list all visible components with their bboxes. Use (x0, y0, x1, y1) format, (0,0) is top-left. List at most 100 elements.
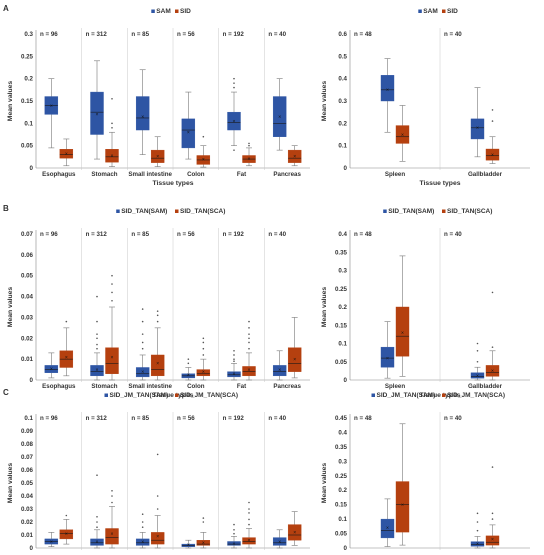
outlier-point (491, 109, 494, 111)
mean-marker: × (202, 369, 205, 375)
x-tick-label: Pancreas (273, 383, 301, 390)
y-tick-label: 0.15 (21, 98, 34, 105)
mean-marker: × (50, 539, 53, 545)
y-tick-label: 0.04 (21, 294, 34, 301)
y-tick-label: 0.1 (24, 415, 33, 422)
box (485, 535, 500, 546)
y-tick-label: 0.1 (338, 341, 347, 348)
mean-marker: × (476, 541, 479, 547)
sample-size-label: n = 40 (444, 31, 462, 38)
sample-size-label: n = 48 (354, 31, 372, 38)
mean-marker: × (491, 537, 494, 543)
legend-entry: SID_TAN(SCA) (447, 208, 492, 215)
box (150, 149, 165, 163)
box (380, 346, 395, 368)
y-tick-label: 0.1 (338, 516, 347, 523)
box (287, 347, 302, 372)
panel-letter: C (3, 388, 9, 397)
legend-swatch (151, 9, 155, 13)
outlier-point (111, 122, 113, 125)
outlier-point (156, 314, 159, 317)
y-tick-label: 0.04 (21, 493, 34, 500)
box (242, 366, 256, 377)
outlier-point (141, 308, 144, 310)
outlier-point (111, 291, 113, 294)
mean-marker: × (278, 539, 281, 545)
mean-marker: × (156, 154, 159, 160)
legend-swatch (442, 209, 446, 213)
legend-entry: SID (180, 8, 191, 15)
outlier-point (491, 518, 494, 520)
mean-marker: × (202, 157, 205, 163)
outlier-point (491, 466, 494, 468)
legend-entry: SAM (423, 8, 437, 15)
outlier-point (248, 341, 250, 344)
y-tick-label: 0.2 (338, 304, 347, 311)
outlier-point (187, 358, 190, 360)
outlier-point (156, 495, 159, 497)
outlier-point (491, 291, 494, 294)
box (227, 111, 241, 131)
mean-marker: × (96, 367, 99, 373)
box (196, 369, 211, 377)
y-axis-label: Mean values (7, 463, 14, 504)
outlier-point (96, 526, 98, 528)
mean-marker: × (233, 541, 236, 547)
outlier-point (202, 517, 205, 519)
mean-marker: × (476, 126, 479, 132)
box (470, 541, 485, 547)
x-tick-label: Colon (187, 383, 205, 390)
box (150, 354, 165, 377)
outlier-point (202, 135, 205, 138)
y-tick-label: 0 (344, 545, 348, 550)
mean-marker: × (278, 367, 281, 373)
y-tick-label: 0.25 (335, 286, 348, 293)
x-axis-label: Tissue types (152, 392, 193, 399)
outlier-point (248, 333, 250, 335)
box (272, 365, 287, 377)
y-tick-label: 0.6 (338, 31, 347, 38)
outlier-point (233, 358, 235, 360)
box (470, 118, 485, 140)
outlier-point (141, 341, 144, 344)
sample-size-label: n = 96 (40, 415, 58, 422)
mean-marker: × (96, 112, 99, 118)
outlier-point (96, 337, 98, 340)
y-axis-label: Mean values (7, 287, 14, 328)
outlier-point (65, 514, 68, 517)
box (90, 365, 104, 377)
y-tick-label: 0.4 (338, 231, 347, 238)
chart-a-left: SAM SID 0 0.05 0.1 0.15 0.2 0.25 0.3 Mean values T… (7, 8, 310, 187)
x-tick-label: Gallbladder (468, 171, 503, 178)
box (150, 532, 165, 545)
outlier-point (141, 526, 144, 528)
outlier-point (187, 362, 190, 365)
outlier-point (111, 274, 113, 277)
outlier-point (491, 346, 494, 348)
box (196, 540, 211, 546)
y-tick-label: 0.03 (21, 314, 34, 321)
outlier-point (248, 347, 250, 350)
outlier-point (141, 333, 144, 335)
legend-entry: SID_TAN(SAM) (121, 208, 167, 215)
x-tick-label: Fat (237, 383, 246, 390)
x-tick-label: Stomach (91, 171, 117, 178)
outlier-point (233, 149, 235, 151)
sample-size-label: n = 40 (444, 231, 462, 238)
box (90, 91, 104, 135)
box (395, 481, 410, 533)
outlier-point (248, 144, 250, 147)
legend-entry: SID_TAN(SCA) (180, 208, 225, 215)
outlier-point (491, 120, 494, 122)
mean-marker: × (278, 114, 281, 120)
y-tick-label: 0.2 (338, 487, 347, 494)
outlier-point (141, 513, 144, 515)
outlier-point (111, 495, 113, 497)
y-tick-label: 0 (30, 545, 34, 550)
y-tick-label: 0.25 (21, 53, 34, 60)
y-tick-label: 0.3 (338, 268, 347, 275)
legend-swatch (371, 393, 375, 397)
legend-entry: SID_JM_TAN(SCA) (180, 392, 238, 399)
mean-marker: × (401, 502, 404, 508)
